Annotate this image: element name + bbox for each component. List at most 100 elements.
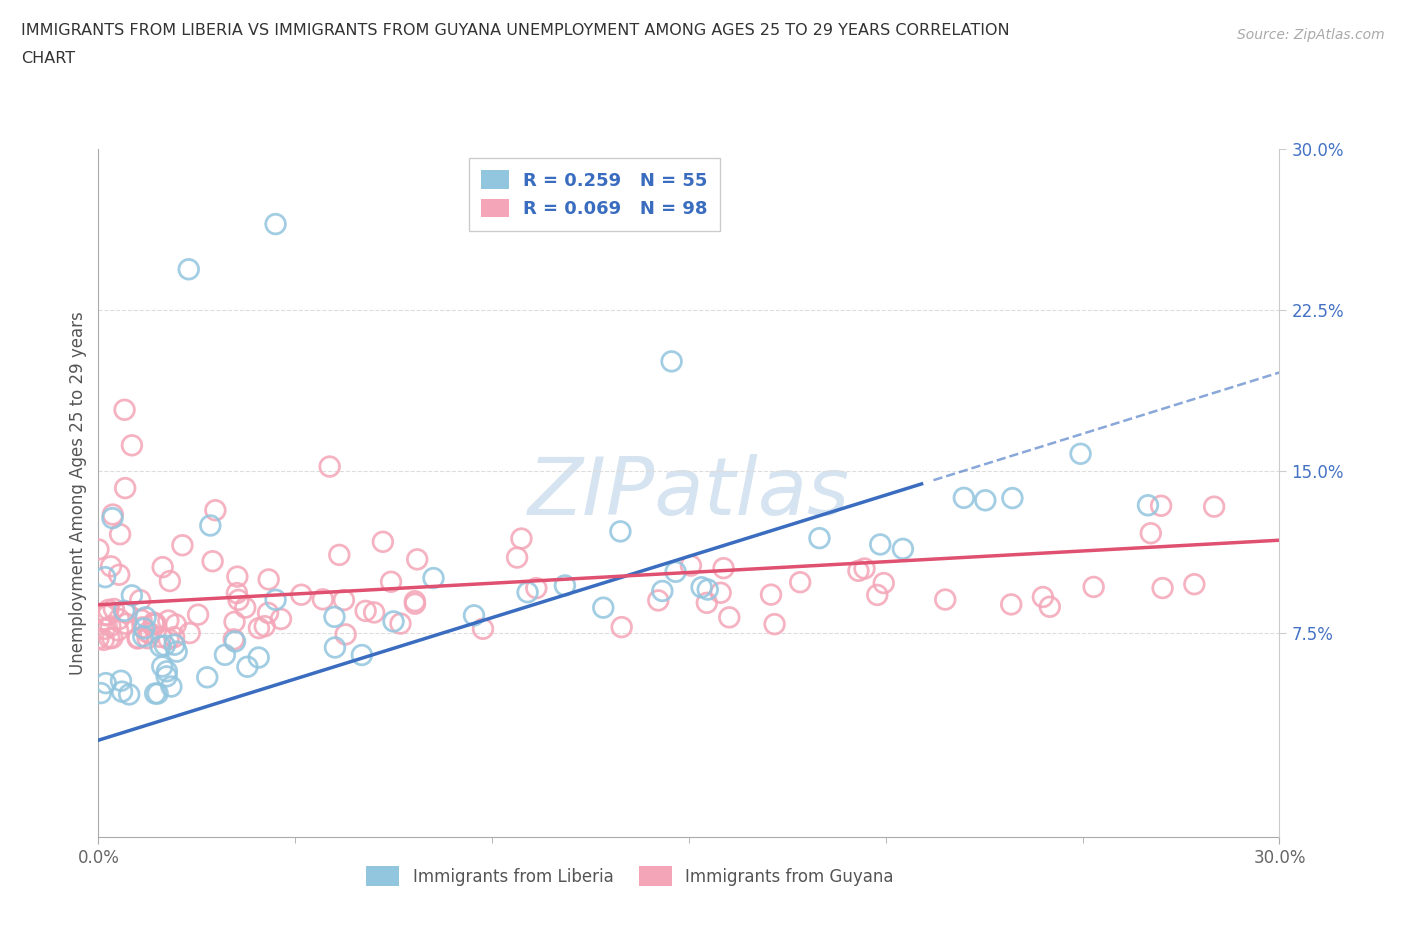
Point	[808, 531, 831, 546]
Point	[592, 600, 614, 615]
Point	[679, 558, 702, 573]
Point	[380, 575, 402, 590]
Point	[201, 553, 224, 568]
Point	[328, 548, 350, 563]
Point	[1083, 579, 1105, 594]
Point	[354, 604, 377, 618]
Point	[136, 625, 159, 640]
Point	[145, 617, 167, 631]
Point	[516, 585, 538, 600]
Point	[253, 618, 276, 633]
Legend: Immigrants from Liberia, Immigrants from Guyana: Immigrants from Liberia, Immigrants from…	[357, 858, 903, 894]
Point	[121, 588, 143, 603]
Point	[97, 603, 120, 618]
Point	[100, 559, 122, 574]
Point	[610, 619, 633, 634]
Point	[214, 647, 236, 662]
Point	[759, 587, 782, 602]
Point	[156, 669, 179, 684]
Point	[389, 617, 412, 631]
Point	[226, 569, 249, 584]
Point	[195, 670, 218, 684]
Point	[866, 588, 889, 603]
Point	[873, 576, 896, 591]
Point	[156, 664, 179, 679]
Point	[1152, 580, 1174, 595]
Point	[257, 572, 280, 587]
Point	[179, 626, 201, 641]
Point	[953, 490, 976, 505]
Point	[404, 596, 426, 611]
Point	[609, 524, 631, 538]
Point	[312, 591, 335, 606]
Point	[87, 631, 110, 645]
Point	[1032, 590, 1054, 604]
Point	[710, 585, 733, 600]
Point	[98, 631, 121, 645]
Point	[789, 575, 811, 590]
Point	[472, 621, 495, 636]
Point	[718, 610, 741, 625]
Point	[1070, 446, 1092, 461]
Point	[103, 602, 125, 617]
Point	[524, 580, 547, 595]
Point	[160, 679, 183, 694]
Point	[661, 354, 683, 369]
Point	[323, 640, 346, 655]
Point	[127, 631, 149, 645]
Point	[323, 609, 346, 624]
Point	[422, 571, 444, 586]
Point	[110, 673, 132, 688]
Point	[696, 595, 718, 610]
Point	[163, 630, 186, 644]
Point	[335, 627, 357, 642]
Point	[114, 403, 136, 418]
Point	[108, 567, 131, 582]
Point	[136, 631, 159, 645]
Point	[200, 518, 222, 533]
Text: IMMIGRANTS FROM LIBERIA VS IMMIGRANTS FROM GUYANA UNEMPLOYMENT AMONG AGES 25 TO : IMMIGRANTS FROM LIBERIA VS IMMIGRANTS FR…	[21, 23, 1010, 38]
Point	[163, 637, 186, 652]
Point	[228, 592, 250, 607]
Point	[1204, 499, 1226, 514]
Point	[187, 607, 209, 622]
Point	[172, 538, 194, 552]
Point	[1000, 597, 1022, 612]
Point	[934, 592, 956, 607]
Point	[152, 560, 174, 575]
Point	[222, 631, 245, 646]
Point	[318, 459, 340, 474]
Point	[264, 217, 287, 232]
Point	[107, 623, 129, 638]
Point	[506, 551, 529, 565]
Point	[848, 564, 870, 578]
Point	[166, 644, 188, 659]
Point	[974, 493, 997, 508]
Point	[87, 542, 110, 557]
Point	[129, 592, 152, 607]
Point	[94, 621, 117, 636]
Point	[891, 541, 914, 556]
Point	[270, 612, 292, 627]
Point	[651, 583, 673, 598]
Point	[463, 608, 485, 623]
Point	[1139, 525, 1161, 540]
Point	[115, 617, 138, 631]
Point	[363, 605, 385, 620]
Text: CHART: CHART	[21, 51, 75, 66]
Point	[157, 613, 180, 628]
Point	[101, 511, 124, 525]
Text: Source: ZipAtlas.com: Source: ZipAtlas.com	[1237, 28, 1385, 42]
Point	[111, 684, 134, 699]
Point	[224, 615, 246, 630]
Point	[247, 650, 270, 665]
Point	[108, 612, 131, 627]
Point	[224, 634, 246, 649]
Point	[1001, 491, 1024, 506]
Point	[690, 579, 713, 594]
Point	[257, 605, 280, 620]
Point	[134, 621, 156, 636]
Point	[114, 481, 136, 496]
Point	[135, 610, 157, 625]
Point	[97, 607, 120, 622]
